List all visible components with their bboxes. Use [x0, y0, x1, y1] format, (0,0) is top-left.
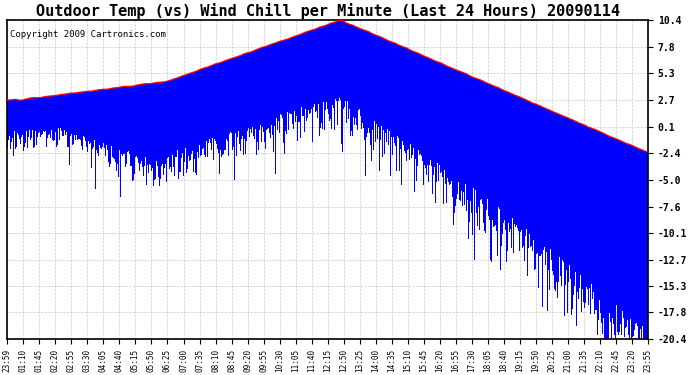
- Text: Copyright 2009 Cartronics.com: Copyright 2009 Cartronics.com: [10, 30, 166, 39]
- Title: Outdoor Temp (vs) Wind Chill per Minute (Last 24 Hours) 20090114: Outdoor Temp (vs) Wind Chill per Minute …: [36, 3, 620, 19]
